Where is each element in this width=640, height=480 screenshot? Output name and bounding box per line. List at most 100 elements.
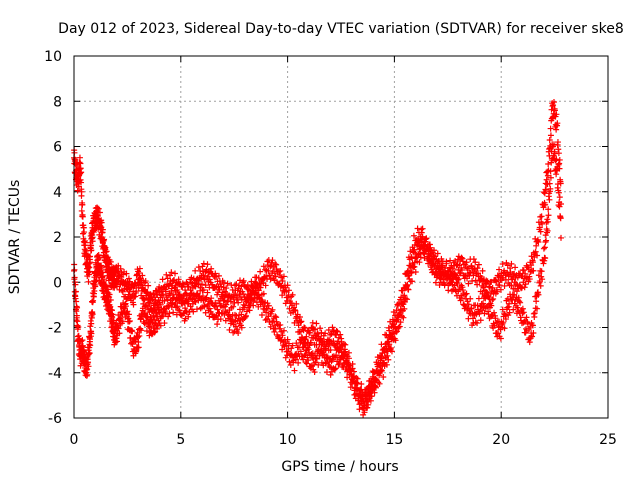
data-point [286,305,293,312]
data-point [324,336,331,343]
data-point [267,276,274,283]
data-point [96,254,103,261]
data-point [330,327,337,334]
data-point [246,299,253,306]
data-point [405,286,412,293]
data-point [495,330,502,337]
data-point [123,296,130,303]
data-point [376,380,383,387]
data-point [79,342,86,349]
data-point [441,281,448,288]
data-point [226,326,233,333]
data-point [151,316,158,323]
data-point [176,291,183,298]
data-point [123,270,130,277]
data-point [440,276,447,283]
data-point [326,363,333,370]
data-point [301,340,308,347]
data-point [145,323,152,330]
data-point [234,326,241,333]
data-point [291,367,298,374]
data-point [295,359,302,366]
data-point [317,325,324,332]
data-point [135,344,142,351]
data-point [453,279,460,286]
data-point [377,366,384,373]
data-point [81,229,88,236]
data-point [109,311,116,318]
data-point [317,336,324,343]
data-point [423,245,430,252]
data-point [214,321,221,328]
data-point [280,327,287,334]
data-point [465,280,472,287]
data-point [262,282,269,289]
data-point [472,319,479,326]
data-point [401,292,408,299]
data-point [160,291,167,298]
data-point [459,258,466,265]
data-point [327,331,334,338]
data-point [553,126,560,133]
data-point [116,330,123,337]
data-point [363,392,370,399]
data-point [452,271,459,278]
data-point [412,255,419,262]
y-tick-label: 4 [53,185,62,201]
data-point [455,253,462,260]
data-point [85,271,92,278]
data-point [269,306,276,313]
data-point [558,234,565,241]
data-point [175,292,182,299]
data-point [423,235,430,242]
data-point [111,284,118,291]
data-point [474,320,481,327]
data-point [161,320,168,327]
data-point [392,324,399,331]
data-point [81,348,88,355]
data-point [486,284,493,291]
data-point [82,242,89,249]
data-point [84,366,91,373]
data-point [244,281,251,288]
y-axis-label: SDTVAR / TECUs [7,180,23,295]
data-point [85,350,92,357]
data-point [98,264,105,271]
data-point [501,325,508,332]
data-point [327,371,334,378]
data-point [492,277,499,284]
data-point [107,258,114,265]
data-point [101,236,108,243]
data-point [242,312,249,319]
data-point [537,282,544,289]
data-point [200,286,207,293]
data-point [238,311,245,318]
data-point [245,286,252,293]
data-point [277,321,284,328]
y-tick-label: -2 [48,321,62,337]
data-point [361,409,368,416]
data-point [514,304,521,311]
data-point [75,332,82,339]
data-point [520,309,527,316]
data-point [235,330,242,337]
data-point [493,278,500,285]
data-point [538,213,545,220]
series-trace-b [71,141,565,418]
data-point [497,335,504,342]
data-point [492,315,499,322]
data-point [153,325,160,332]
data-point [344,359,351,366]
data-point [518,285,525,292]
data-point [114,283,121,290]
data-point [159,276,166,283]
data-point [180,281,187,288]
data-point [367,397,374,404]
data-point [454,276,461,283]
data-point [260,263,267,270]
data-point [474,265,481,272]
data-point [501,282,508,289]
data-point [474,281,481,288]
data-point [393,328,400,335]
data-point [195,281,202,288]
